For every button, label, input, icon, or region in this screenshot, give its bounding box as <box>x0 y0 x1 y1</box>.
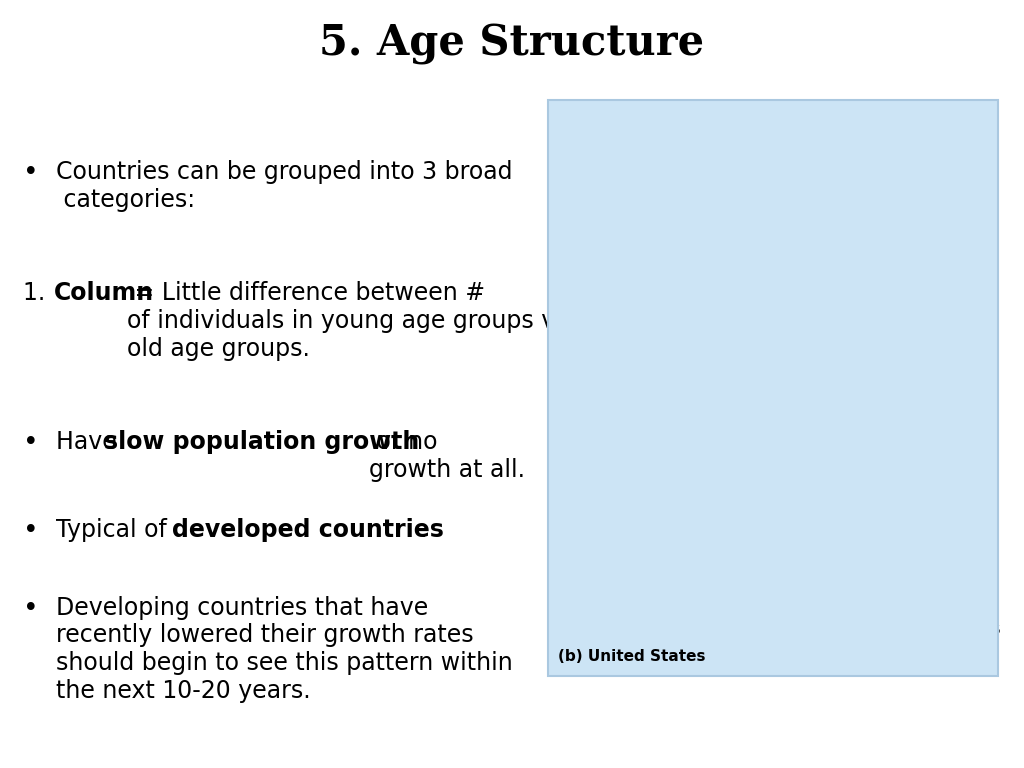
Bar <box>634 478 776 498</box>
Bar <box>631 388 776 407</box>
X-axis label: Population size (millions): Population size (millions) <box>677 643 874 657</box>
Bar <box>628 455 776 475</box>
Text: 1.: 1. <box>23 281 52 306</box>
Text: .: . <box>420 518 427 542</box>
Text: Have: Have <box>56 430 125 454</box>
Bar <box>776 433 921 452</box>
Bar <box>776 297 885 316</box>
Bar <box>776 162 785 180</box>
Text: = Little difference between #
of individuals in young age groups verse
old age g: = Little difference between # of individ… <box>127 281 606 361</box>
Text: developed countries: developed countries <box>172 518 443 542</box>
Bar <box>776 207 819 226</box>
Bar <box>735 230 776 249</box>
Bar <box>776 366 913 384</box>
Bar <box>776 524 910 542</box>
Bar <box>629 546 776 565</box>
Text: •: • <box>23 430 38 456</box>
Bar <box>715 252 776 271</box>
Text: Column: Column <box>53 281 154 306</box>
Bar <box>776 591 925 611</box>
Bar <box>776 455 920 475</box>
Bar <box>776 343 906 362</box>
Bar <box>776 275 870 294</box>
Text: •: • <box>23 596 38 621</box>
Text: •: • <box>23 160 38 186</box>
Bar <box>753 207 776 226</box>
Bar <box>776 252 855 271</box>
Bar <box>628 410 776 429</box>
Bar <box>776 184 799 204</box>
Text: Typical of: Typical of <box>56 518 175 542</box>
Bar <box>659 320 776 339</box>
Text: Male: Male <box>646 124 687 140</box>
Bar <box>638 501 776 520</box>
Bar <box>776 546 916 565</box>
Text: •: • <box>23 518 38 544</box>
Bar <box>627 433 776 452</box>
Bar <box>624 569 776 588</box>
Bar <box>766 184 776 204</box>
Text: slow population growth: slow population growth <box>104 430 420 454</box>
Bar <box>776 139 778 158</box>
Bar <box>638 366 776 384</box>
Text: (b) United States: (b) United States <box>558 649 706 664</box>
Bar <box>618 591 776 611</box>
Bar <box>677 297 776 316</box>
Bar <box>776 569 921 588</box>
Bar <box>776 478 913 498</box>
Text: Developing countries that have
recently lowered their growth rates
should begin : Developing countries that have recently … <box>56 596 513 703</box>
Text: Female: Female <box>854 124 915 140</box>
Bar <box>696 275 776 294</box>
Text: or no
growth at all.: or no growth at all. <box>369 430 525 482</box>
Bar <box>772 162 776 180</box>
Bar <box>635 524 776 542</box>
Bar <box>776 388 918 407</box>
Bar <box>776 320 899 339</box>
Text: Countries can be grouped into 3 broad
 categories:: Countries can be grouped into 3 broad ca… <box>56 160 513 211</box>
Bar <box>776 410 921 429</box>
Bar <box>776 230 837 249</box>
Bar <box>776 501 909 520</box>
Bar <box>648 343 776 362</box>
Text: 5. Age Structure: 5. Age Structure <box>319 23 705 65</box>
